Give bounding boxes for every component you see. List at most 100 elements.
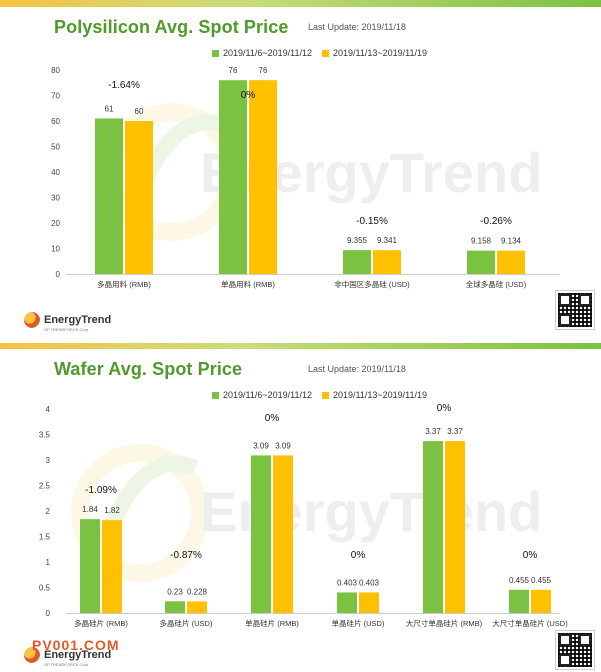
bar: [125, 121, 153, 274]
bar: [102, 520, 122, 613]
x-category-label: 全球多晶硅 (USD): [466, 279, 527, 289]
change-percent-label: -0.26%: [480, 216, 512, 227]
x-category-label: 单晶用料 (RMB): [221, 279, 275, 289]
y-tick-label: 3.5: [39, 431, 51, 440]
watermark-group: EnergyTrend: [71, 444, 542, 582]
last-update-text: Last Update: 2019/11/18: [308, 22, 406, 32]
y-tick-label: 0: [56, 270, 61, 279]
bar-data-label: 3.09: [253, 441, 269, 450]
y-tick-label: 1.5: [39, 533, 51, 542]
qr-code-icon: [555, 290, 595, 330]
change-percent-label: -1.09%: [85, 485, 117, 496]
legend-item: 2019/11/13~2019/11/19: [322, 390, 427, 400]
change-percent-label: 0%: [241, 90, 256, 101]
bar: [343, 250, 371, 274]
legend-item: 2019/11/13~2019/11/19: [322, 48, 427, 58]
y-tick-label: 0.5: [39, 584, 51, 593]
logo-subtext: OF TRENDFORCE Corp.: [44, 662, 90, 667]
bar-data-label: 3.37: [447, 427, 463, 436]
bar-data-label: 9.158: [471, 237, 492, 246]
bar-data-label: 0.23: [167, 587, 183, 596]
bar: [531, 589, 551, 613]
change-percent-label: 0%: [351, 550, 366, 561]
legend-label: 2019/11/6~2019/11/12: [223, 390, 313, 400]
logo-mark-icon: [24, 647, 40, 663]
logo-text: EnergyTrend: [44, 649, 112, 661]
bar: [187, 601, 207, 613]
chart-legend: 2019/11/6~2019/11/12 2019/11/13~2019/11/…: [212, 390, 427, 400]
y-tick-label: 2: [46, 507, 51, 516]
chart-legend: 2019/11/6~2019/11/12 2019/11/13~2019/11/…: [212, 48, 427, 58]
bar-data-label: 61: [105, 104, 114, 113]
energytrend-logo: EnergyTrend OF TRENDFORCE Corp.: [24, 312, 112, 332]
legend-label: 2019/11/13~2019/11/19: [333, 390, 428, 400]
bar-data-label: 9.134: [501, 237, 522, 246]
bar-data-label: 0.455: [509, 576, 530, 585]
x-category-label: 多晶硅片 (USD): [160, 618, 213, 628]
site-watermark: PV001.COM: [32, 637, 120, 653]
change-percent-label: 0%: [523, 550, 538, 561]
bar: [80, 519, 100, 613]
chart-title: Polysilicon Avg. Spot Price: [54, 17, 289, 37]
bar-data-label: 3.09: [275, 441, 291, 450]
y-tick-label: 4: [46, 405, 51, 414]
bar: [373, 250, 401, 274]
bar-data-label: 0.403: [337, 578, 358, 587]
x-category-label: 多晶用料 (RMB): [97, 279, 151, 289]
logo-mark-icon: [24, 312, 40, 328]
top-accent-bar: [0, 0, 601, 7]
x-category-label: 多晶硅片 (RMB): [74, 618, 128, 628]
bar: [95, 118, 123, 274]
bar-data-label: 1.84: [82, 505, 98, 514]
change-percent-label: -1.64%: [108, 80, 140, 91]
legend-swatch-yellow: [322, 49, 330, 57]
wafer-panel: Wafer Avg. Spot Price Last Update: 2019/…: [0, 343, 601, 672]
bar: [165, 601, 185, 613]
bar: [423, 441, 443, 613]
bar: [359, 592, 379, 613]
y-tick-label: 10: [51, 245, 60, 254]
wafer-bar-chart: EnergyTrend 0 0.5 1 1.5 2 2.5 3 3.5 4 1.84 1.82 -1.0…: [39, 403, 568, 628]
bar: [509, 589, 529, 613]
bar: [497, 250, 525, 274]
bar-data-label: 60: [135, 107, 144, 116]
y-tick-label: 0: [46, 609, 51, 618]
bar: [251, 455, 271, 613]
y-tick-label: 70: [51, 92, 60, 101]
bar: [249, 80, 277, 274]
x-category-label: 单晶硅片 (RMB): [245, 618, 299, 628]
y-tick-label: 2.5: [39, 482, 51, 491]
chart-title: Wafer Avg. Spot Price: [54, 359, 243, 379]
change-percent-label: 0%: [437, 403, 452, 414]
bar-data-label: 0.228: [187, 587, 208, 596]
bar: [273, 455, 293, 613]
y-tick-label: 3: [46, 456, 51, 465]
y-tick-label: 40: [51, 168, 60, 177]
legend-item: 2019/11/6~2019/11/12: [212, 390, 312, 400]
energytrend-logo: EnergyTrend OF TRENDFORCE Corp.: [24, 647, 112, 667]
y-tick-label: 60: [51, 117, 60, 126]
watermark-swirl-icon: [71, 444, 209, 582]
y-tick-label: 20: [51, 219, 60, 228]
bar-data-label: 0.455: [531, 576, 552, 585]
bar-data-label: 9.355: [347, 236, 368, 245]
bar: [467, 250, 495, 274]
legend-swatch-yellow: [322, 391, 330, 399]
y-tick-label: 1: [46, 558, 51, 567]
bar-data-label: 0.403: [359, 578, 380, 587]
x-category-label: 非中国区多晶硅 (USD): [334, 279, 410, 289]
y-tick-label: 50: [51, 143, 60, 152]
legend-swatch-green: [212, 49, 219, 57]
change-percent-label: 0%: [265, 413, 280, 424]
y-tick-label: 30: [51, 194, 60, 203]
bar: [337, 592, 357, 613]
logo-text: EnergyTrend: [44, 314, 112, 326]
legend-swatch-green: [212, 391, 219, 399]
x-category-label: 大尺寸单晶硅片 (RMB): [406, 618, 483, 628]
legend-label: 2019/11/13~2019/11/19: [333, 48, 428, 58]
legend-label: 2019/11/6~2019/11/12: [223, 48, 313, 58]
bar-data-label: 76: [229, 66, 238, 75]
bar: [445, 441, 465, 613]
watermark-group: EnergyTrend: [103, 103, 542, 241]
x-category-label: 大尺寸单晶硅片 (USD): [492, 618, 568, 628]
